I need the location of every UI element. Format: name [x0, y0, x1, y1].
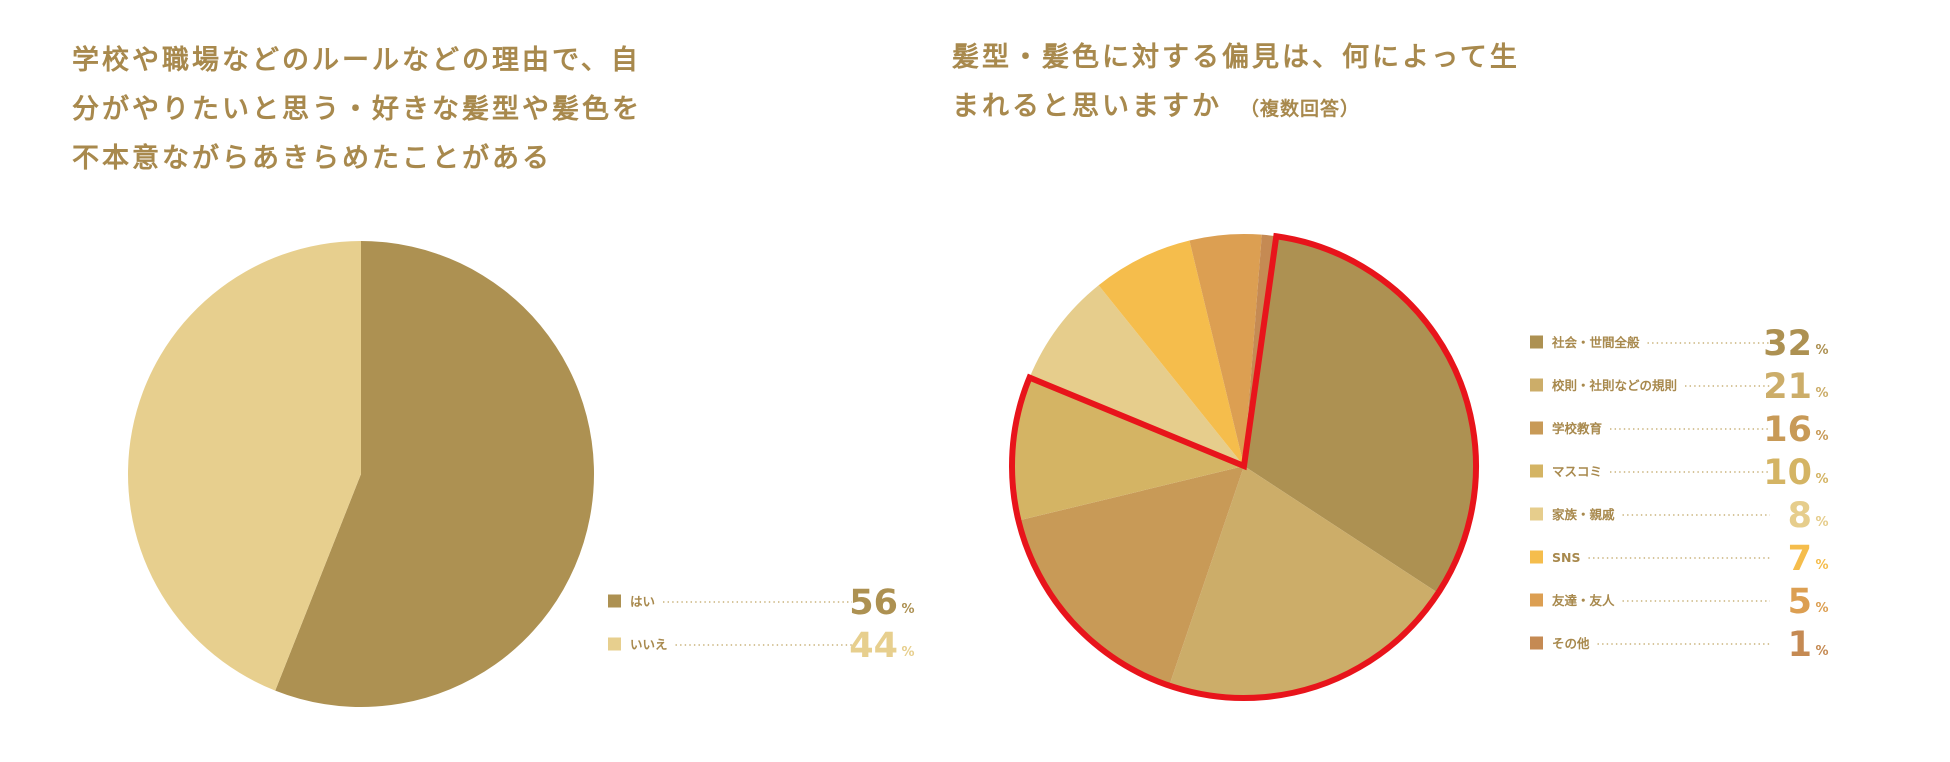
pie-2-slice-3 [1018, 466, 1244, 686]
legend-percent-unit: % [1815, 601, 1828, 616]
legend-label: 家族・親戚 [1552, 507, 1615, 522]
legend-swatch [1530, 593, 1543, 607]
pie-2-slice-2 [1169, 466, 1439, 698]
legend-label: 社会・世間全般 [1551, 335, 1640, 350]
legend-percent-unit: % [901, 645, 914, 660]
highlight-outline [1009, 232, 1479, 702]
legend-label: 校則・社則などの規則 [1552, 378, 1677, 393]
legend-percent-unit: % [1815, 429, 1828, 444]
legend-swatch [1530, 550, 1543, 564]
legend-percent-unit: % [1815, 644, 1828, 659]
legend-value: 1 [1788, 625, 1812, 665]
legend-percent-unit: % [1815, 343, 1828, 358]
legend-percent-unit: % [901, 602, 914, 617]
pie-chart-1 [127, 241, 594, 707]
left-title-line-1: 学校や職場などのルールなどの理由で、自 [72, 45, 641, 76]
legend-swatch [608, 637, 621, 651]
legend-item: 校則・社則などの規則 21% [1530, 367, 1829, 407]
right-title-line-2: まれると思いますか （複数回答） [952, 82, 1572, 134]
legend-value: 10 [1763, 453, 1812, 493]
pie-1-slice-2 [127, 241, 361, 691]
legend-item: はい 56% [608, 583, 915, 623]
right-title-line-2-text: まれると思いますか [952, 91, 1222, 122]
legend-value: 16 [1763, 410, 1812, 450]
legend-swatch [1530, 507, 1543, 521]
pie-2-slice-7 [1189, 233, 1262, 466]
legend-item: 社会・世間全般 32% [1530, 324, 1829, 364]
left-title-line-3: 不本意ながらあきらめたことがある [72, 143, 552, 174]
left-chart-title: 学校や職場などのルールなどの理由で、自 分がやりたいと思う・好きな髪型や髪色を … [72, 36, 672, 183]
legend-value: 21 [1763, 367, 1812, 407]
legend-item: いいえ 44% [608, 626, 915, 666]
legend-swatch [1530, 335, 1543, 349]
pie-2-slice-5 [1029, 285, 1244, 466]
legend-label: SNS [1552, 550, 1580, 565]
multiple-answer-note: （複数回答） [1240, 98, 1361, 120]
pie-2-slice-4 [1012, 377, 1244, 521]
legend-label: 友達・友人 [1551, 593, 1615, 608]
pie-2-slice-6 [1098, 240, 1244, 466]
legend-value: 8 [1788, 496, 1812, 536]
legend-swatch [608, 594, 621, 608]
legend-label: いいえ [630, 637, 668, 652]
legend-value: 7 [1788, 539, 1812, 579]
legend-label: 学校教育 [1552, 421, 1603, 436]
legend-value: 32 [1763, 324, 1812, 364]
pie-2-slice-1 [1244, 236, 1476, 594]
legend-value: 5 [1788, 582, 1812, 622]
legend-item: 友達・友人 5% [1530, 582, 1829, 622]
legend-value: 44 [849, 626, 898, 666]
legend-item: マスコミ 10% [1530, 453, 1829, 493]
legend-percent-unit: % [1815, 558, 1828, 573]
legend-swatch [1530, 378, 1543, 392]
legend-2: 社会・世間全般 32 %校則・社則などの規則 21 %学校教育 16 %マスコミ 10 %家族・… [1530, 324, 1829, 665]
right-chart-title: 髪型・髪色に対する偏見は、何によって生 まれると思いますか （複数回答） [952, 33, 1572, 134]
pie-chart-2 [1009, 232, 1479, 702]
legend-swatch [1530, 464, 1543, 478]
legend-item: SNS 7% [1530, 539, 1829, 579]
legend-1: はい 56 % いいえ 44% [608, 583, 915, 666]
legend-swatch [1530, 636, 1543, 650]
legend-item: 家族・親戚 8% [1530, 496, 1829, 536]
pie-1-slice-1 [275, 241, 594, 707]
legend-swatch [1530, 421, 1543, 435]
right-title-line-1: 髪型・髪色に対する偏見は、何によって生 [952, 42, 1520, 73]
legend-label: その他 [1552, 636, 1590, 651]
legend-percent-unit: % [1815, 386, 1828, 401]
legend-percent-unit: % [1815, 472, 1828, 487]
legend-item: 学校教育 16% [1530, 410, 1829, 450]
legend-percent-unit: % [1815, 515, 1828, 530]
legend-item: その他 1% [1530, 625, 1829, 665]
legend-label: はい [630, 594, 655, 609]
left-title-line-2: 分がやりたいと思う・好きな髪型や髪色を [72, 94, 642, 125]
legend-label: マスコミ [1552, 464, 1602, 479]
legend-value: 56 [849, 583, 898, 623]
